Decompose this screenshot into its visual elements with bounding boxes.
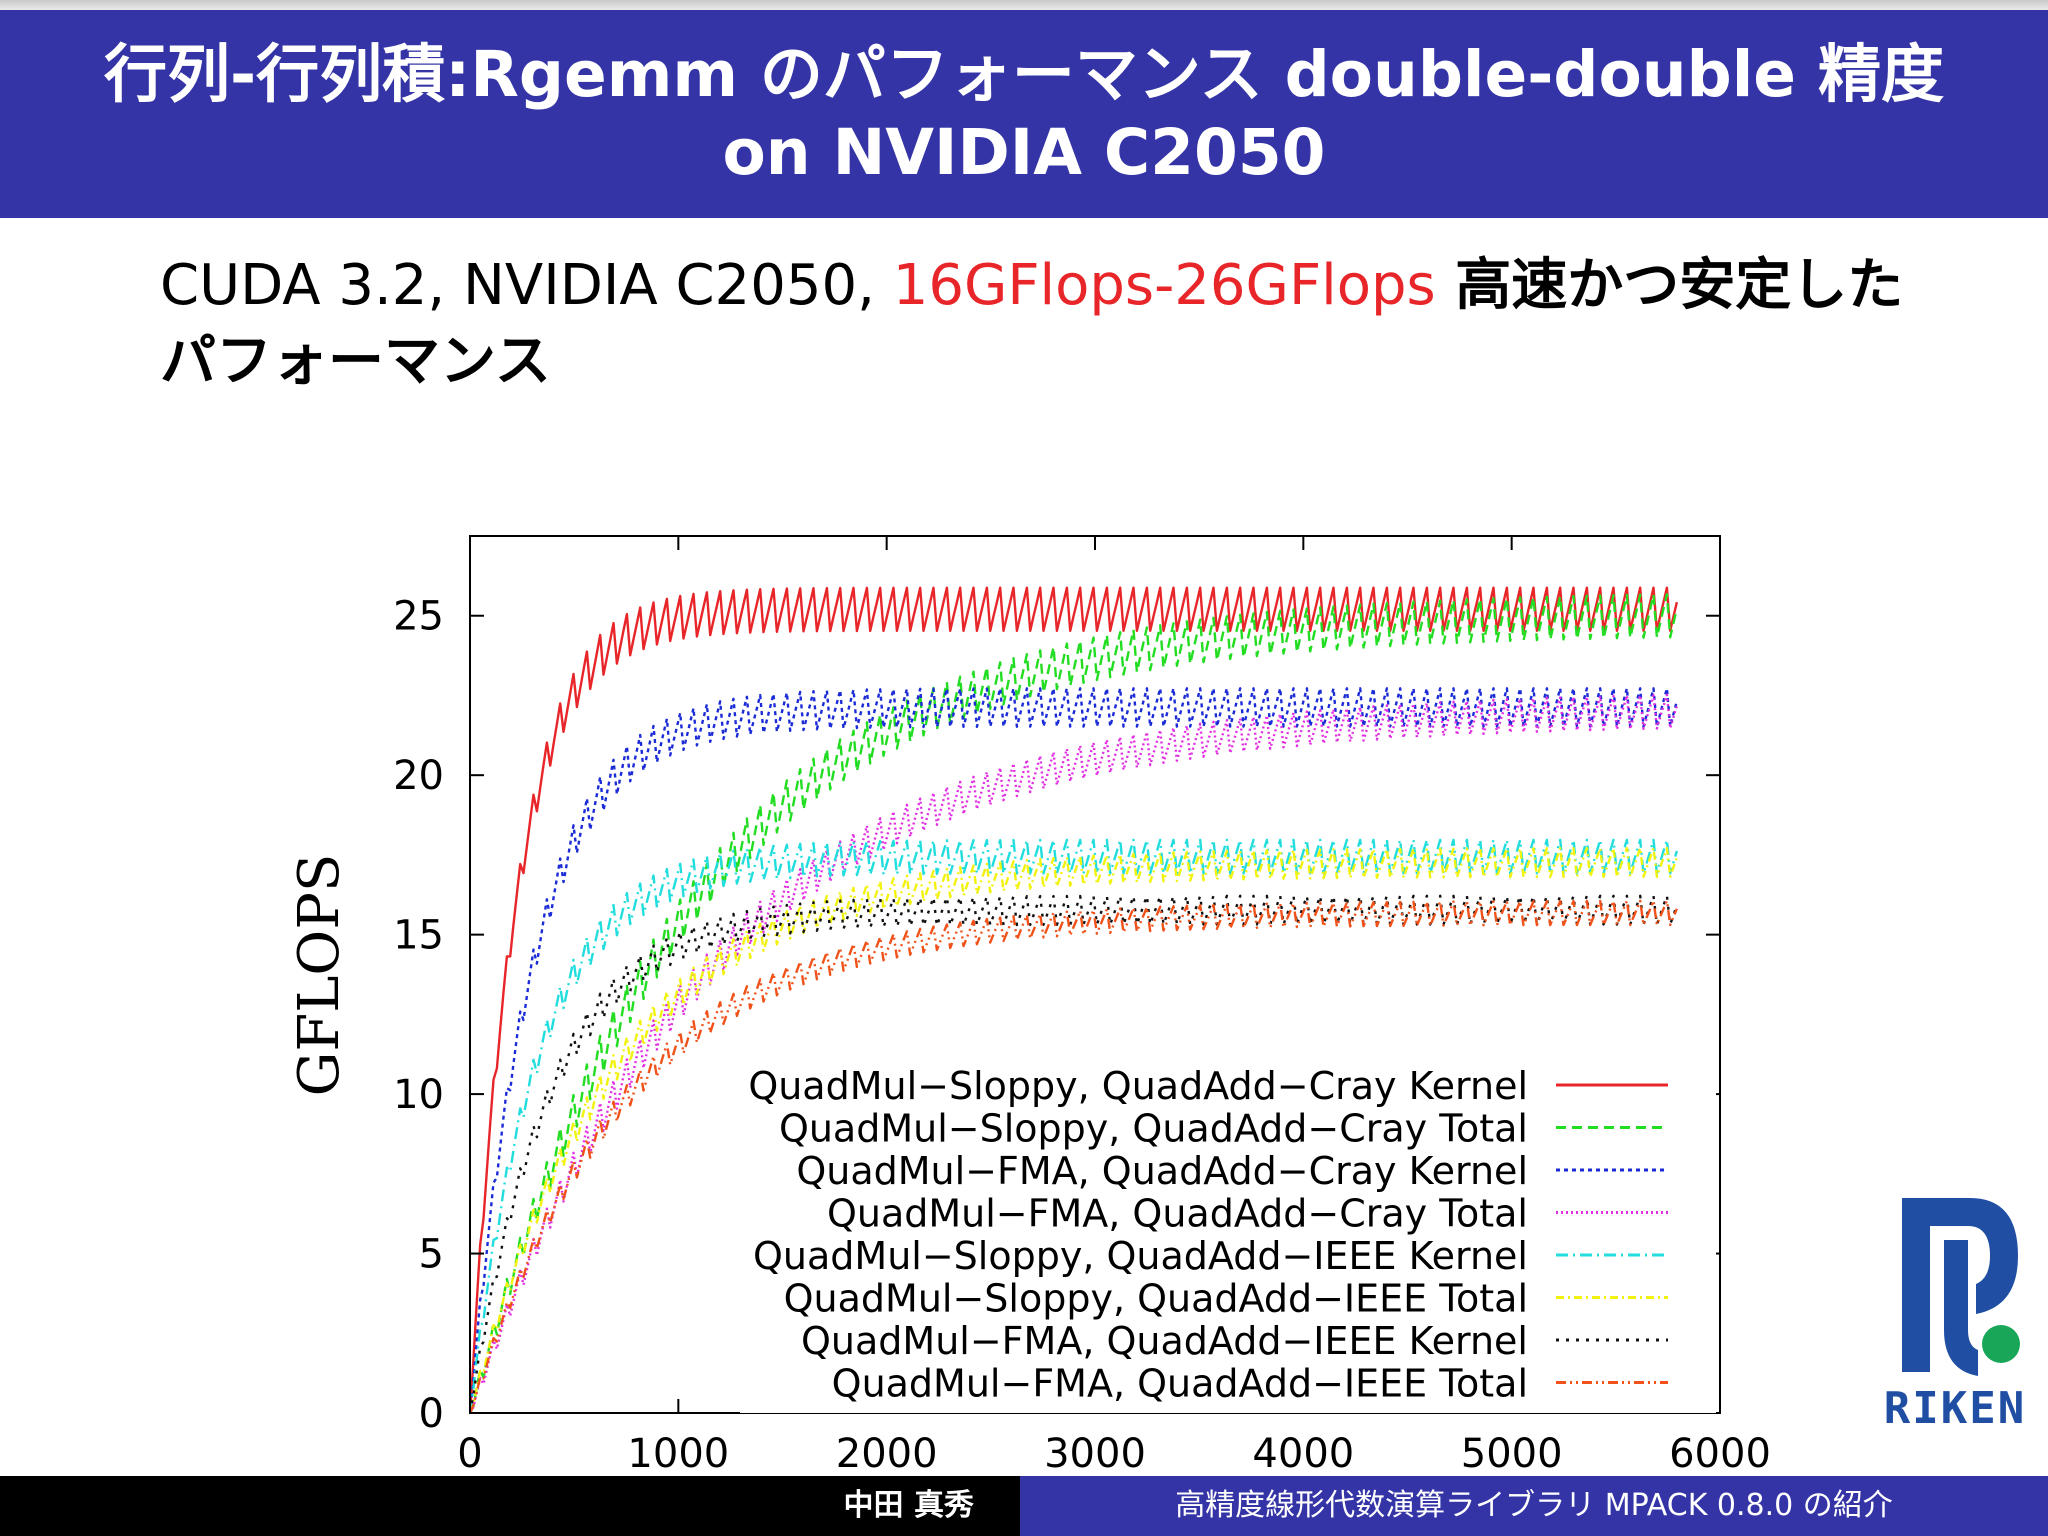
riken-logo: RIKEN: [1880, 1180, 2030, 1434]
y-tick-label-2: 10: [393, 1072, 444, 1118]
footer-author: 中田 真秀: [843, 1488, 974, 1523]
x-tick-label-5: 5000: [1461, 1431, 1563, 1476]
legend-label-1: QuadMul−Sloppy, QuadAdd−Cray Kernel: [748, 1064, 1528, 1108]
legend-label-7: QuadMul−FMA, QuadAdd−IEEE Kernel: [801, 1319, 1528, 1363]
footer-right-band: [1020, 1476, 2048, 1536]
legend-label-2: QuadMul−Sloppy, QuadAdd−Cray Total: [779, 1107, 1528, 1151]
footer-talk-title: 高精度線形代数演算ライブラリ MPACK 0.8.0 の紹介: [1175, 1488, 1893, 1523]
legend-label-8: QuadMul−FMA, QuadAdd−IEEE Total: [832, 1362, 1528, 1406]
subtitle-prefix: CUDA 3.2, NVIDIA C2050,: [160, 253, 893, 318]
y-tick-label-4: 20: [393, 753, 444, 799]
series-layer: [469, 586, 1679, 1414]
series-line-1: [469, 586, 1679, 1414]
x-tick-label-4: 4000: [1252, 1431, 1354, 1476]
riken-logo-dot-icon: [1982, 1325, 2020, 1363]
top-border: [0, 0, 2048, 10]
series-line-3: [469, 687, 1679, 1414]
x-tick-label-3: 3000: [1044, 1431, 1146, 1476]
axis-ticks: 0 1000 2000 3000 4000 5000 6000 0 5 10 15 20 25: [393, 536, 1771, 1476]
subtitle-highlight: 16GFlops-26GFlops: [892, 253, 1436, 318]
y-tick-label-5: 25: [393, 594, 444, 640]
slide-title: 行列-行列積:Rgemm のパフォーマンス double-double 精度 o…: [104, 38, 1944, 189]
y-tick-label-1: 5: [419, 1232, 444, 1278]
title-bar: 行列-行列積:Rgemm のパフォーマンス double-double 精度 o…: [0, 10, 2048, 218]
series-line-2: [469, 593, 1679, 1414]
legend: QuadMul−Sloppy, QuadAdd−Cray KernelQuadM…: [740, 1064, 1716, 1413]
series-line-5: [469, 838, 1679, 1414]
x-tick-label-1: 1000: [627, 1431, 729, 1476]
footer-left-band: [0, 1476, 1020, 1536]
x-tick-label-6: 6000: [1669, 1431, 1771, 1476]
series-line-8: [469, 899, 1679, 1414]
riken-logo-mark-icon: [1902, 1198, 2018, 1372]
legend-background: [740, 1067, 1716, 1413]
x-tick-label-0: 0: [457, 1431, 482, 1476]
y-tick-label-3: 15: [393, 913, 444, 959]
riken-logo-stroke-icon: [1944, 1240, 1978, 1376]
performance-chart: 0 1000 2000 3000 4000 5000 6000 0 5 10 15 20 25 GFLO…: [287, 535, 1771, 1476]
legend-label-4: QuadMul−FMA, QuadAdd−Cray Total: [827, 1192, 1528, 1236]
legend-label-3: QuadMul−FMA, QuadAdd−Cray Kernel: [796, 1149, 1528, 1193]
footer: 中田 真秀 高精度線形代数演算ライブラリ MPACK 0.8.0 の紹介: [0, 1476, 2048, 1536]
legend-label-6: QuadMul−Sloppy, QuadAdd−IEEE Total: [784, 1277, 1528, 1321]
riken-logo-text: RIKEN: [1884, 1383, 2026, 1430]
subtitle-suffix: 高速かつ安定したパフォーマンス: [160, 253, 1904, 394]
series-line-6: [469, 846, 1679, 1414]
legend-label-5: QuadMul−Sloppy, QuadAdd−IEEE Kernel: [753, 1234, 1528, 1278]
x-tick-label-2: 2000: [836, 1431, 938, 1476]
y-axis-label: GFLOPS: [287, 854, 352, 1097]
y-tick-label-0: 0: [419, 1391, 444, 1437]
slide-subtitle: CUDA 3.2, NVIDIA C2050, 16GFlops-26GFlop…: [160, 248, 1920, 400]
